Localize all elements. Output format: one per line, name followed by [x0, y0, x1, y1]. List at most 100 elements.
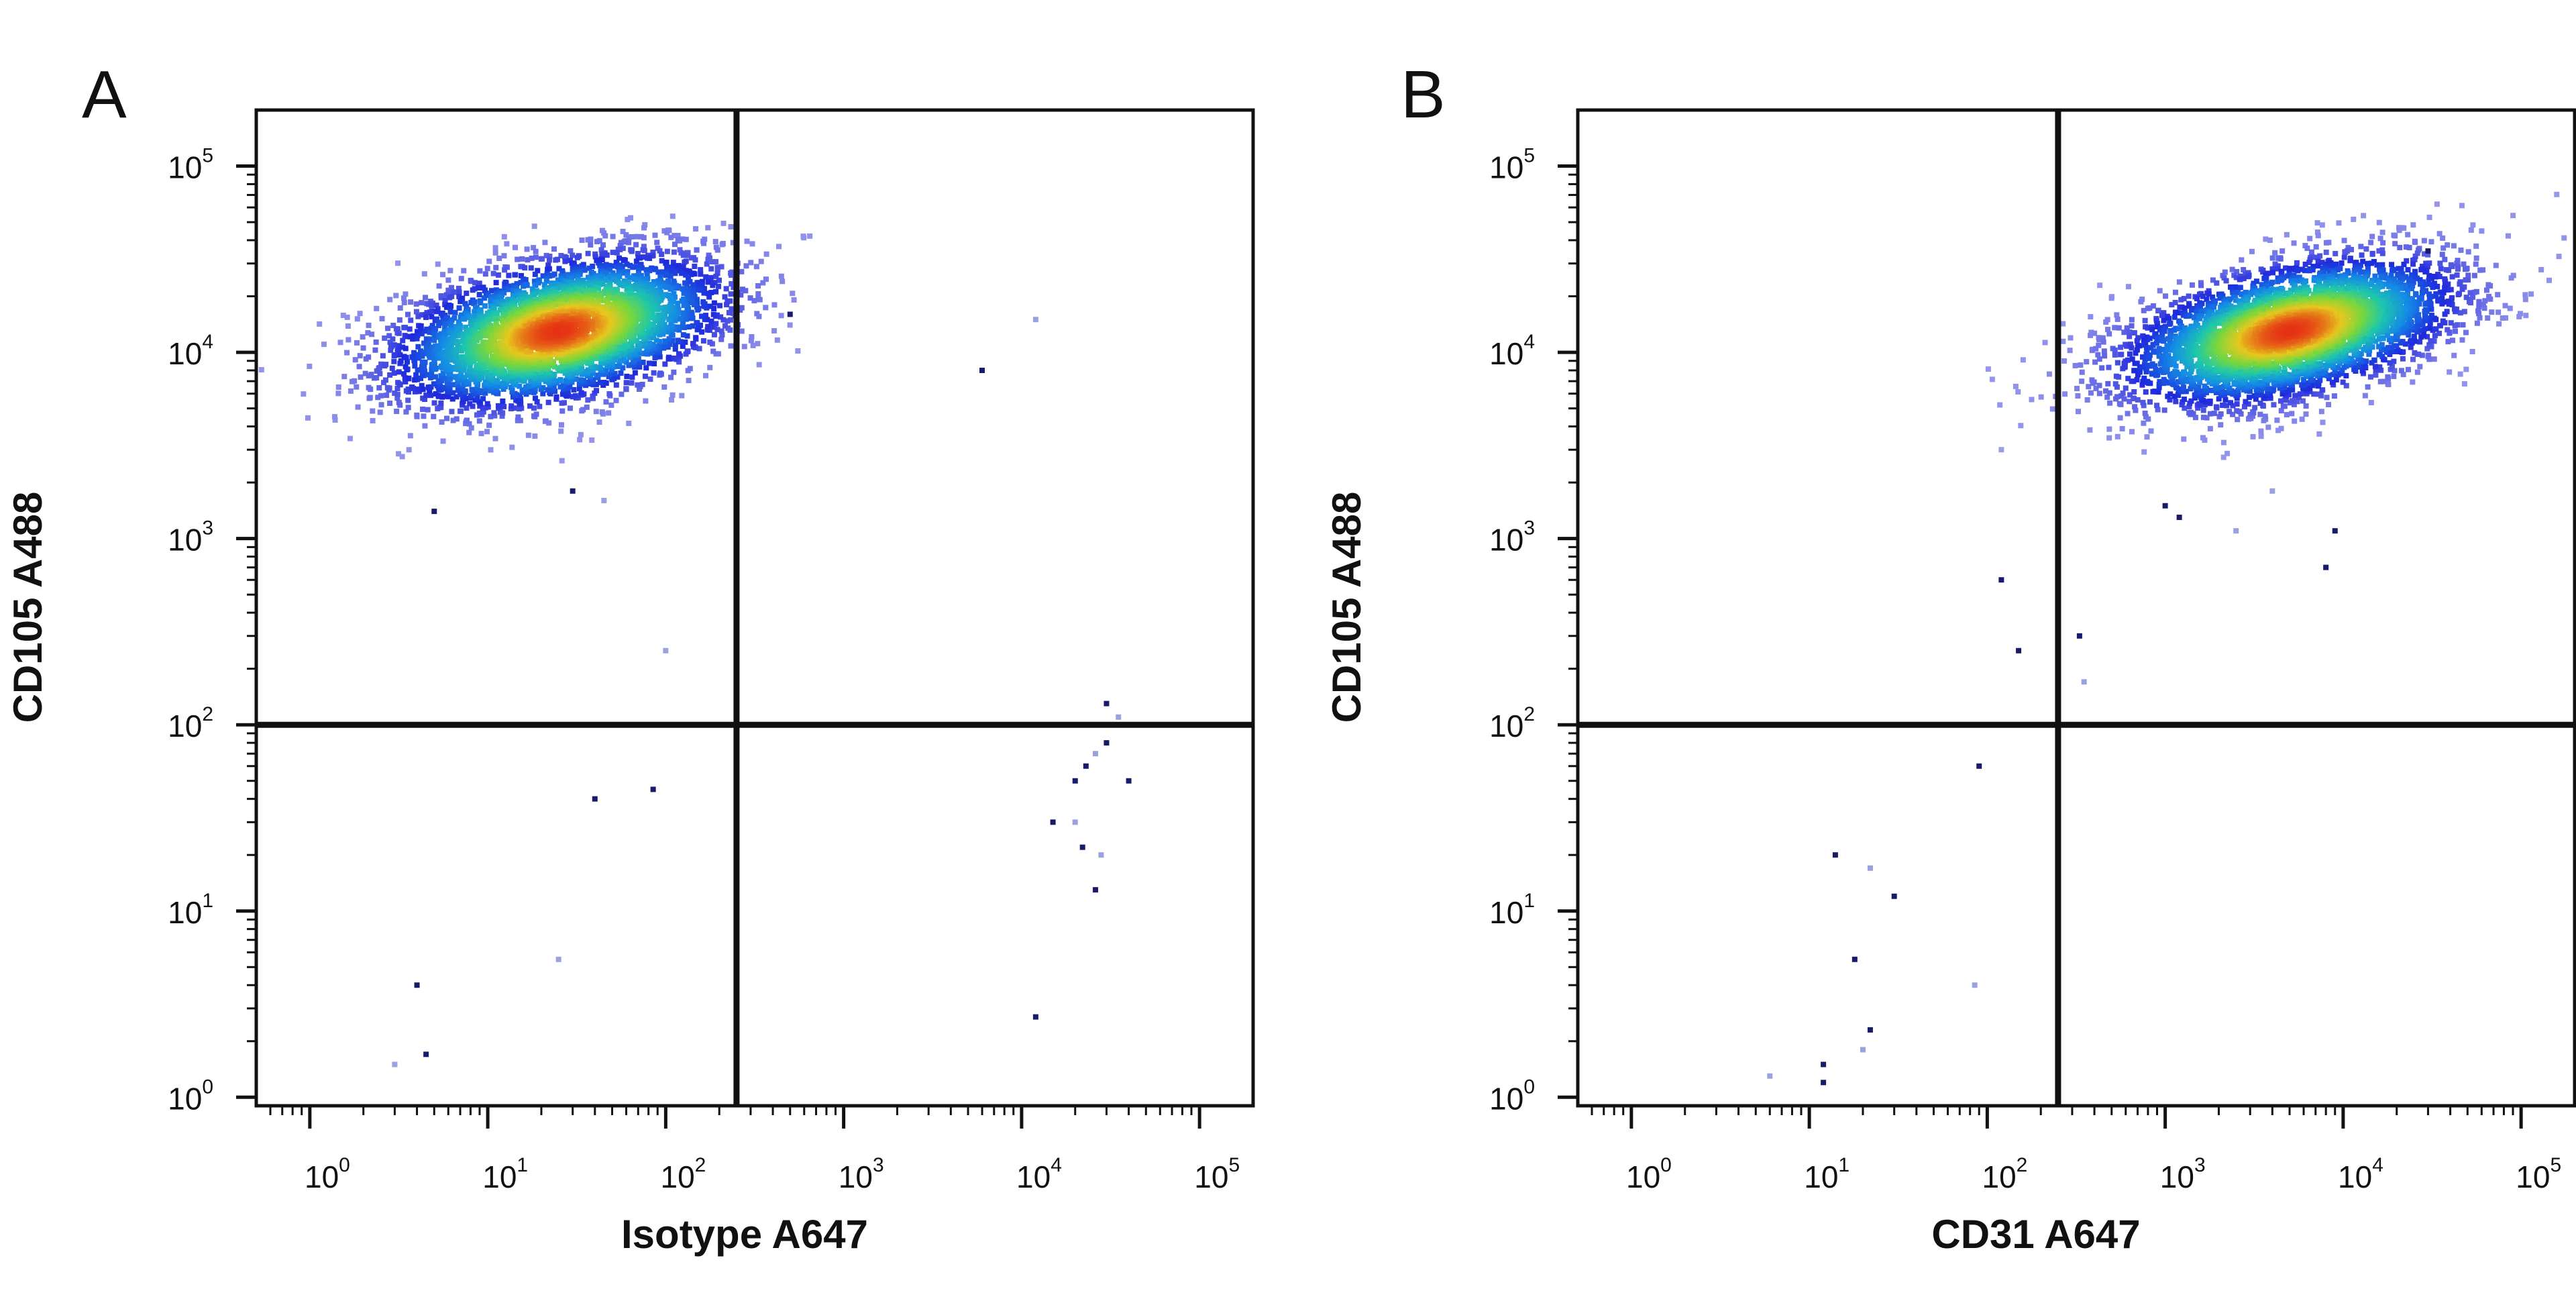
event-dot: [708, 266, 714, 272]
event-dot: [494, 346, 500, 352]
event-dot: [654, 240, 660, 246]
event-dot: [2096, 342, 2102, 348]
event-dot: [383, 362, 389, 368]
event-dot: [671, 355, 677, 361]
event-dot: [2088, 390, 2094, 396]
event-dot: [649, 313, 655, 319]
event-dot: [2272, 250, 2278, 256]
event-dot: [540, 391, 546, 397]
event-dot: [459, 346, 465, 352]
event-dot: [578, 324, 584, 330]
event-dot: [511, 293, 517, 299]
event-dot: [497, 307, 503, 313]
event-dot: [609, 263, 615, 269]
event-dot: [626, 420, 632, 426]
event-dot: [645, 276, 651, 282]
event-dot: [551, 329, 557, 335]
outlier-dot: [650, 786, 656, 792]
event-dot: [482, 314, 488, 320]
event-dot: [604, 271, 610, 277]
event-dot: [396, 369, 402, 375]
event-dot: [448, 323, 454, 329]
event-dot: [2410, 222, 2416, 228]
event-dot: [568, 365, 574, 371]
event-dot: [2468, 227, 2474, 233]
event-dot: [626, 240, 632, 246]
event-dot: [425, 407, 431, 413]
event-dot: [693, 335, 699, 341]
event-dot: [529, 255, 535, 261]
event-dot: [649, 288, 655, 294]
event-dot: [570, 394, 576, 400]
event-dot: [774, 337, 780, 343]
event-dot: [2546, 277, 2553, 283]
event-dot: [501, 307, 507, 313]
event-dot: [729, 280, 735, 287]
event-dot: [505, 373, 511, 379]
event-dot: [626, 332, 632, 338]
event-dot: [2463, 366, 2469, 372]
event-dot: [722, 323, 729, 329]
event-dot: [692, 263, 698, 269]
event-dot: [420, 395, 426, 401]
event-dot: [702, 316, 708, 322]
event-dot: [689, 255, 695, 261]
event-dot: [477, 268, 483, 274]
event-dot: [528, 265, 534, 271]
event-dot: [443, 337, 449, 343]
event-dot: [478, 332, 484, 338]
event-dot: [541, 282, 547, 288]
event-dot: [708, 323, 714, 329]
event-dot: [680, 267, 686, 273]
event-dot: [392, 390, 398, 396]
event-dot: [572, 324, 578, 330]
event-dot: [442, 375, 448, 381]
event-dot: [679, 298, 685, 304]
event-dot: [433, 325, 439, 331]
event-dot: [592, 301, 598, 307]
event-dot: [2192, 415, 2198, 421]
event-dot: [791, 297, 797, 303]
event-dot: [588, 242, 594, 248]
event-dot: [684, 333, 690, 339]
event-dot: [433, 309, 439, 315]
event-dot: [617, 246, 623, 252]
event-dot: [433, 302, 439, 308]
event-dot: [780, 278, 786, 284]
event-dot: [566, 309, 572, 315]
event-dot: [589, 437, 595, 443]
event-dot: [2290, 398, 2296, 404]
event-dot: [402, 378, 409, 384]
event-dot: [395, 260, 401, 266]
event-dot: [677, 247, 683, 253]
event-dot: [2089, 348, 2095, 354]
event-dot: [2221, 275, 2227, 281]
event-dot: [711, 331, 717, 338]
event-dot: [581, 267, 587, 273]
event-dot: [385, 325, 391, 331]
event-dot: [2132, 404, 2138, 410]
event-dot: [2278, 408, 2284, 414]
event-dot: [593, 336, 599, 342]
event-dot: [2042, 340, 2048, 346]
event-dot: [501, 234, 507, 240]
event-dot: [667, 295, 674, 301]
event-dot: [397, 305, 403, 311]
event-dot: [545, 262, 551, 268]
event-dot: [503, 380, 509, 386]
event-dot: [472, 280, 478, 286]
event-dot: [425, 345, 431, 351]
event-dot: [436, 378, 442, 384]
event-dot: [622, 293, 628, 299]
event-dot: [2148, 428, 2154, 434]
event-dot: [2114, 316, 2121, 322]
plot-frame: [1576, 108, 2576, 1108]
event-dot: [716, 277, 722, 283]
event-dot: [600, 274, 606, 280]
event-dot: [672, 280, 678, 286]
event-dot: [641, 235, 647, 241]
event-dot: [418, 323, 424, 329]
event-dot: [552, 364, 558, 370]
event-dot: [465, 372, 471, 378]
event-dot: [2554, 191, 2560, 197]
